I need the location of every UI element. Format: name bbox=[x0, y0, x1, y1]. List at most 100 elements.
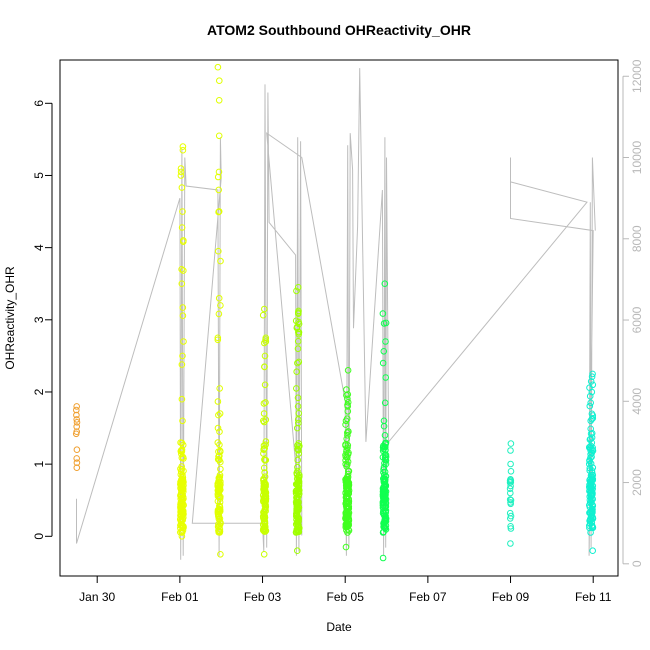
data-point bbox=[586, 493, 594, 500]
data-point bbox=[179, 143, 187, 150]
data-point bbox=[179, 146, 187, 154]
data-point bbox=[507, 447, 514, 454]
y-tick-label: 6 bbox=[32, 100, 46, 107]
data-point bbox=[587, 399, 595, 407]
data-point bbox=[379, 504, 387, 512]
y2-tick-label: 4000 bbox=[630, 388, 644, 415]
data-point bbox=[294, 403, 302, 410]
data-point bbox=[293, 503, 301, 510]
data-point bbox=[216, 471, 224, 479]
data-point bbox=[179, 352, 186, 360]
data-point bbox=[507, 489, 514, 497]
data-point bbox=[589, 547, 597, 555]
gray-line bbox=[76, 68, 596, 560]
data-point bbox=[177, 168, 185, 176]
data-point bbox=[587, 378, 595, 385]
data-point bbox=[507, 460, 514, 468]
data-point bbox=[344, 401, 351, 409]
x-tick-label: Jan 30 bbox=[79, 590, 115, 604]
data-point bbox=[180, 494, 187, 502]
data-point bbox=[177, 515, 184, 523]
data-point bbox=[379, 359, 387, 367]
data-point bbox=[215, 294, 223, 302]
x-tick-label: Feb 07 bbox=[409, 590, 447, 604]
data-point bbox=[73, 455, 80, 462]
data-point bbox=[292, 521, 300, 528]
data-point bbox=[261, 339, 268, 347]
data-point bbox=[217, 486, 224, 494]
data-point bbox=[216, 428, 223, 436]
data-point bbox=[178, 523, 186, 530]
y2-tick-label: 0 bbox=[630, 560, 644, 567]
data-point bbox=[586, 464, 594, 472]
data-point bbox=[215, 208, 222, 216]
data-point bbox=[262, 438, 270, 445]
data-point bbox=[215, 247, 222, 255]
data-point bbox=[589, 370, 596, 378]
data-point bbox=[293, 510, 300, 517]
data-point bbox=[344, 458, 352, 466]
data-point bbox=[343, 478, 350, 485]
data-point bbox=[507, 468, 515, 475]
data-point bbox=[260, 485, 268, 493]
data-point bbox=[178, 502, 186, 510]
data-point bbox=[260, 450, 267, 457]
y-axis-label: OHReactivity_OHR bbox=[3, 266, 17, 370]
y-tick-label: 2 bbox=[32, 388, 46, 395]
data-point bbox=[589, 414, 597, 422]
y-tick-label: 0 bbox=[32, 533, 46, 540]
data-point bbox=[295, 500, 302, 507]
data-point bbox=[214, 334, 222, 342]
data-point bbox=[381, 494, 389, 502]
data-point bbox=[261, 381, 269, 389]
data-point bbox=[588, 472, 596, 480]
data-point bbox=[507, 499, 514, 506]
data-point bbox=[178, 511, 185, 519]
data-point bbox=[178, 487, 186, 494]
data-point bbox=[260, 509, 268, 516]
data-point bbox=[379, 554, 387, 562]
data-point bbox=[179, 441, 187, 449]
data-point bbox=[178, 480, 185, 488]
data-point bbox=[178, 280, 186, 288]
data-point bbox=[507, 523, 514, 530]
data-point bbox=[261, 473, 269, 481]
data-point bbox=[344, 432, 351, 439]
data-point bbox=[260, 551, 268, 558]
data-point bbox=[506, 496, 514, 503]
data-point bbox=[262, 505, 269, 513]
data-point bbox=[342, 543, 350, 551]
data-point bbox=[295, 478, 303, 485]
data-point bbox=[507, 515, 514, 522]
data-point bbox=[380, 348, 388, 355]
x-axis-label: Date bbox=[326, 620, 352, 634]
data-point bbox=[587, 425, 595, 433]
data-point bbox=[382, 319, 390, 327]
data-point bbox=[586, 402, 594, 410]
data-point bbox=[381, 280, 389, 288]
data-point bbox=[294, 513, 302, 521]
data-point bbox=[586, 501, 593, 509]
data-point bbox=[261, 305, 268, 313]
data-point bbox=[342, 503, 350, 510]
data-point bbox=[379, 310, 387, 317]
data-point bbox=[293, 368, 301, 376]
data-point bbox=[294, 394, 302, 402]
data-point bbox=[178, 475, 186, 483]
data-point bbox=[295, 450, 303, 457]
y2-tick-label: 10000 bbox=[630, 141, 644, 175]
data-point bbox=[177, 468, 185, 475]
data-point bbox=[381, 432, 389, 439]
data-point bbox=[216, 502, 223, 510]
data-point bbox=[73, 419, 81, 426]
data-point bbox=[344, 395, 351, 403]
y-tick-label: 3 bbox=[32, 316, 46, 323]
data-point bbox=[73, 446, 81, 454]
data-point bbox=[260, 476, 268, 484]
data-point bbox=[342, 421, 349, 428]
data-point bbox=[344, 429, 351, 437]
data-point bbox=[73, 459, 81, 467]
y2-tick-label: 6000 bbox=[630, 306, 644, 333]
data-point bbox=[587, 492, 595, 499]
data-point bbox=[342, 441, 349, 448]
